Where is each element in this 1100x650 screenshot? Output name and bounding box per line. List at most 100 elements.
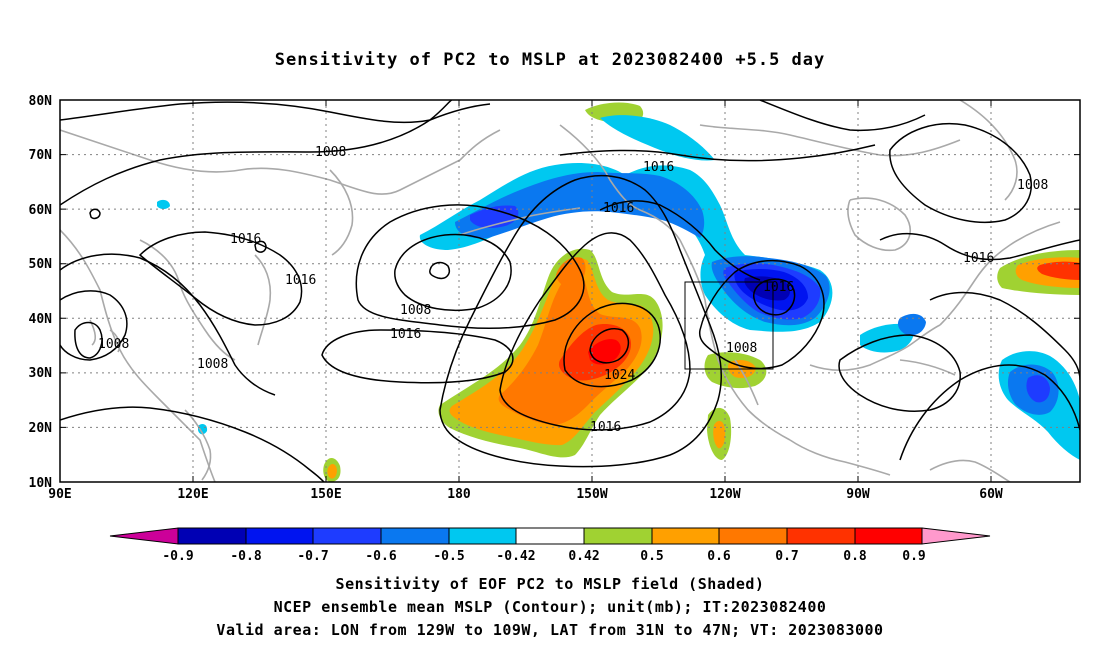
contour-label: 1024: [604, 368, 635, 383]
coast-asia-north: [60, 129, 501, 195]
colorbar-swatch: [177, 527, 247, 545]
colorbar-label: -0.5: [433, 549, 464, 564]
map-title: Sensitivity of PC2 to MSLP at 2023082400…: [274, 50, 826, 70]
colorbar-label: 0.6: [707, 549, 731, 564]
colorbar-swatch: [380, 527, 450, 545]
contour-1016-canada: [599, 200, 761, 281]
tick-marks: [60, 100, 1080, 482]
colorbar-swatch: [786, 527, 856, 545]
contour-small-1: [254, 240, 267, 253]
colorbar-label: 0.8: [843, 549, 867, 564]
colorbar-swatch: [245, 527, 314, 545]
mslp-contours: [60, 100, 1080, 482]
sensitivity-shading: [157, 102, 1080, 482]
coastlines: [60, 100, 1061, 482]
colorbar-swatch: [718, 527, 788, 545]
contour-label: 1016: [603, 201, 634, 216]
orange-patch-pacific-south: [713, 420, 726, 449]
small-cyan-patch: [157, 199, 170, 209]
lon-tick-label: 60W: [979, 487, 1003, 502]
atlantic-darkblue: [1026, 375, 1050, 403]
contour-label: 1008: [315, 145, 346, 160]
contour-1024-high: [563, 302, 661, 388]
coast-kamchatka: [329, 169, 354, 256]
colorbar-swatch: [515, 527, 585, 545]
coast-alaska: [559, 124, 681, 241]
lat-tick-label: 70N: [29, 148, 53, 163]
green-patch-arctic-light: [600, 115, 715, 161]
lat-axis: 80N 70N 60N 50N 40N 30N 20N 10N: [29, 94, 53, 491]
contour-small-2: [89, 208, 101, 220]
contour-west-asia-1016: [60, 253, 276, 396]
positive-region-north-orange: [556, 257, 586, 288]
coast-asia-east: [60, 229, 216, 482]
colorbar-label: 0.5: [640, 549, 663, 564]
lat-tick-label: 50N: [29, 257, 53, 272]
lon-tick-label: 150E: [310, 487, 341, 502]
coast-south-america: [929, 459, 1011, 482]
lon-tick-label: 150W: [576, 487, 607, 502]
caption-contour: NCEP ensemble mean MSLP (Contour); unit(…: [273, 598, 827, 616]
positive-region-red: [588, 339, 621, 365]
colorbar-label: -0.7: [297, 549, 328, 564]
contour-1016-north: [60, 101, 491, 124]
contour-label: 1016: [230, 232, 261, 247]
contour-1016-japan: [138, 231, 303, 326]
coast-greenland: [959, 100, 1018, 201]
contour-label: 1008: [197, 357, 228, 372]
lat-tick-label: 30N: [29, 366, 53, 381]
contour-low-center: [429, 261, 450, 280]
contour-label: 1016: [285, 273, 316, 288]
lon-tick-label: 90E: [48, 487, 71, 502]
coast-cuba: [899, 359, 956, 376]
colorbar-label: 0.42: [568, 549, 599, 564]
map-panel: 1008 1016 1016 1016 1016 1008 1008 1016 …: [29, 94, 1081, 502]
colorbar-arrow-left: [109, 527, 179, 545]
contour-1016-aleutian-ring: [355, 204, 585, 329]
colorbar-label: 0.9: [902, 549, 925, 564]
colorbar-label: -0.8: [230, 549, 261, 564]
coast-na-west: [679, 239, 791, 441]
graticule: [60, 100, 1080, 482]
gulf-blue: [897, 313, 926, 336]
contour-1016-alaska: [559, 144, 876, 162]
small-cyan-patch-2: [198, 423, 208, 435]
lon-tick-label: 90W: [846, 487, 870, 502]
lat-tick-label: 40N: [29, 312, 53, 327]
contour-label: 1008: [726, 341, 757, 356]
contour-label: 1016: [963, 251, 994, 266]
contour-1016-gulf: [838, 334, 961, 412]
lon-tick-label: 120E: [177, 487, 208, 502]
contour-1008-canada-trough: [698, 259, 825, 370]
coast-china: [139, 239, 236, 361]
contour-1008-w-low: [74, 321, 103, 359]
colorbar-label: -0.42: [496, 549, 535, 564]
lat-tick-label: 10N: [29, 476, 53, 491]
coast-na-east: [939, 221, 1061, 326]
orange-patch-wpac: [327, 464, 337, 479]
contour-label: 1008: [98, 337, 129, 352]
lon-tick-label: 120W: [709, 487, 740, 502]
atlantic-redorange: [1037, 261, 1080, 280]
contour-label: 1016: [763, 280, 794, 295]
contour-1008-greenland: [889, 123, 1032, 223]
colorbar-swatch: [854, 527, 923, 545]
coast-central-america: [789, 439, 891, 476]
contour-label-group: 1008 1016 1016 1016 1016 1008 1008 1016 …: [98, 145, 1048, 435]
coast-japan: [254, 254, 272, 346]
contour-1016-canada-inner: [752, 278, 796, 316]
coast-aleutians: [459, 207, 581, 236]
lat-tick-label: 60N: [29, 203, 53, 218]
contour-label: 1016: [390, 327, 421, 342]
contour-north-arctic: [759, 100, 926, 132]
colorbar: -0.9 -0.8 -0.7 -0.6 -0.5 -0.42 0.42 0.5 …: [109, 527, 991, 564]
colorbar-label: -0.6: [365, 549, 396, 564]
lat-tick-label: 20N: [29, 421, 53, 436]
caption-valid-area: Valid area: LON from 129W to 109W, LAT f…: [216, 621, 884, 639]
contour-label: 1016: [643, 160, 674, 175]
colorbar-swatch: [312, 527, 382, 545]
colorbar-swatch: [448, 527, 517, 545]
contour-1016-pacific-high: [499, 232, 691, 431]
caption-shaded: Sensitivity of EOF PC2 to MSLP field (Sh…: [335, 575, 765, 593]
contour-1008-sw: [60, 406, 325, 482]
